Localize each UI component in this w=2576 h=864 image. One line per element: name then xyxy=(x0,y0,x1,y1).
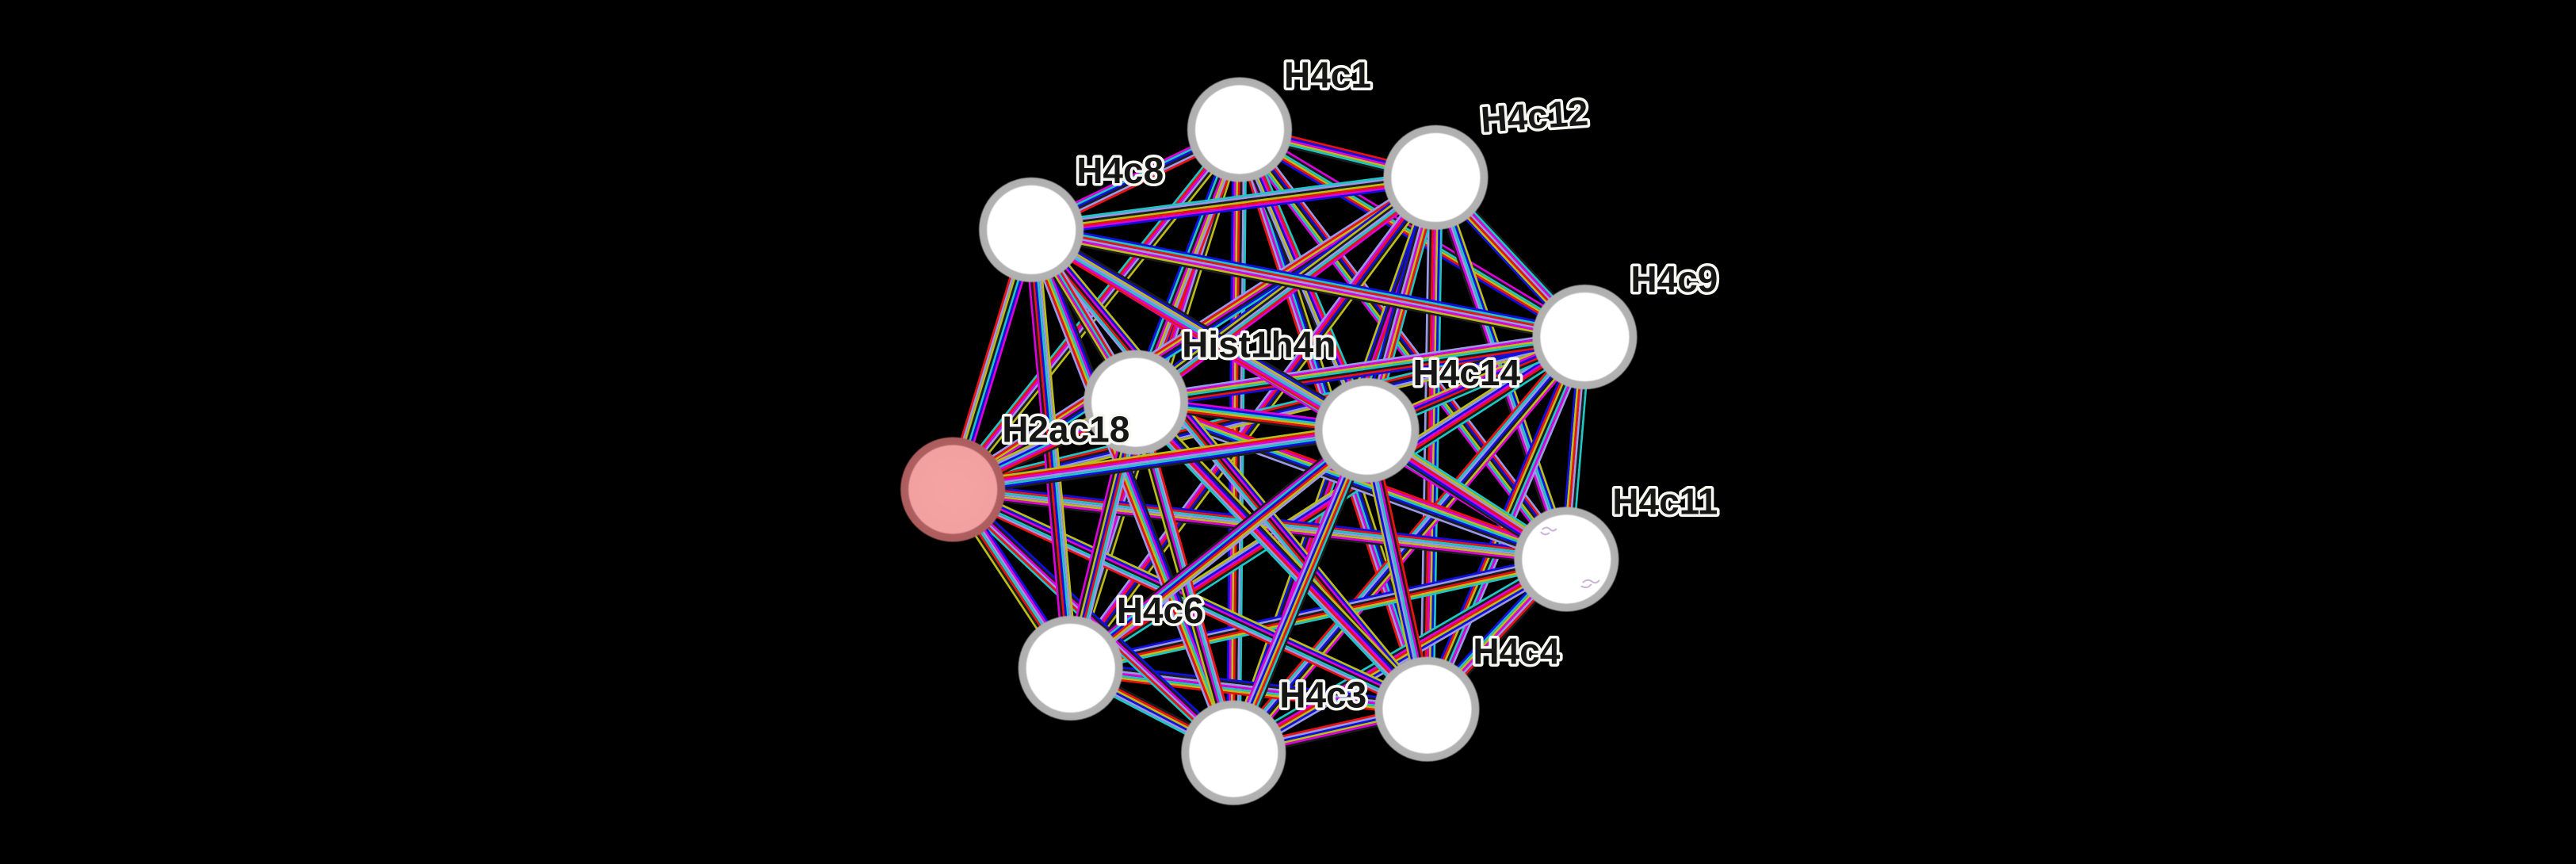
svg-text:H4c6: H4c6 xyxy=(1117,590,1204,631)
svg-text:H4c8: H4c8 xyxy=(1076,150,1164,191)
svg-text:H4c9: H4c9 xyxy=(1630,258,1718,300)
svg-text:H4c14: H4c14 xyxy=(1413,352,1521,393)
svg-text:H2ac18: H2ac18 xyxy=(1002,409,1129,450)
svg-text:H4c3: H4c3 xyxy=(1279,675,1366,716)
svg-text:H4c11: H4c11 xyxy=(1612,481,1718,522)
svg-text:H4c1: H4c1 xyxy=(1284,55,1371,96)
svg-text:H4c12: H4c12 xyxy=(1479,92,1589,140)
svg-text:H4c4: H4c4 xyxy=(1473,631,1560,672)
svg-text:Hist1h4n: Hist1h4n xyxy=(1182,324,1336,365)
